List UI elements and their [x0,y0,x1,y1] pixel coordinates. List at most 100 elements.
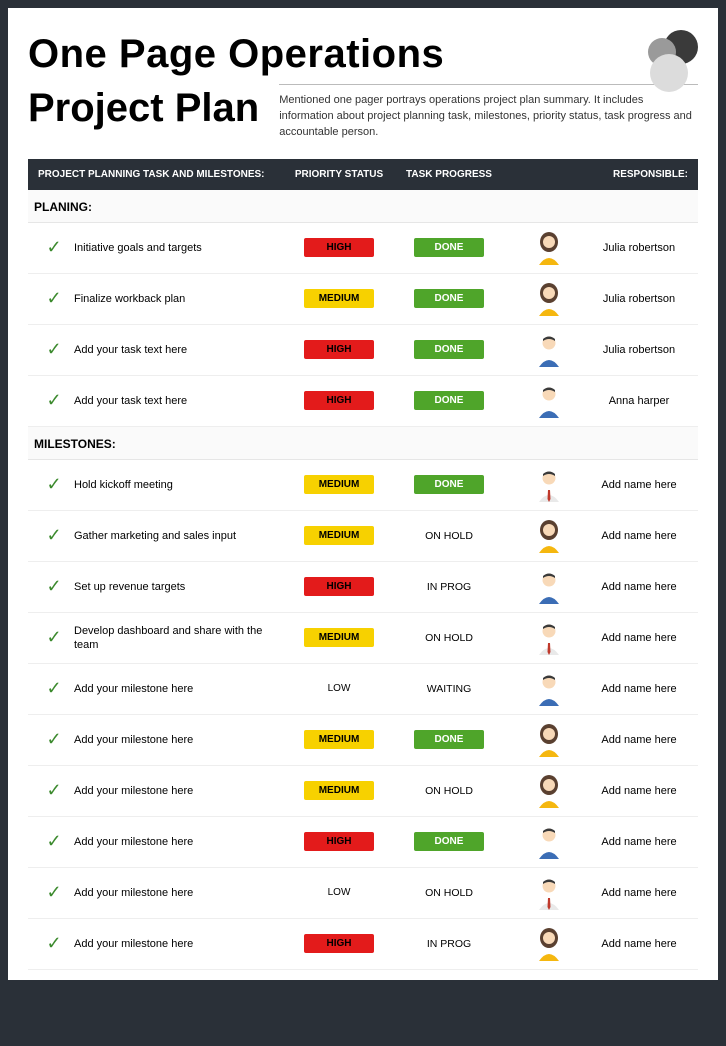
check-icon: ✓ [34,933,74,954]
progress-text: ON HOLD [425,632,473,644]
table-row: ✓Gather marketing and sales inputMEDIUMO… [28,511,698,562]
table-row: ✓Add your milestone hereMEDIUMON HOLDAdd… [28,766,698,817]
priority-badge: MEDIUM [304,781,374,800]
avatar-icon [514,333,584,367]
responsible-text: Add name here [584,785,694,797]
avatar-icon [514,774,584,808]
check-icon: ✓ [34,729,74,750]
task-text: Add your milestone here [74,937,294,951]
check-icon: ✓ [34,882,74,903]
priority-badge: MEDIUM [304,289,374,308]
task-text: Add your milestone here [74,886,294,900]
table-row: ✓Add your milestone hereMEDIUMDONEAdd na… [28,715,698,766]
task-text: Initiative goals and targets [74,241,294,255]
responsible-text: Add name here [584,479,694,491]
check-icon: ✓ [34,780,74,801]
title-row: Project Plan Mentioned one pager portray… [28,84,698,141]
avatar-icon [514,723,584,757]
avatar-icon [514,282,584,316]
progress-badge: DONE [414,730,484,749]
responsible-text: Add name here [584,887,694,899]
decorative-circles [618,30,698,90]
progress-text: IN PROG [427,581,471,593]
responsible-text: Julia robertson [584,293,694,305]
table-row: ✓Add your milestone here HIGH IN PROG Add n… [28,919,698,970]
progress-badge: DONE [414,475,484,494]
table-row: ✓Add your task text hereHIGHDONEAnna har… [28,376,698,427]
progress-text: ON HOLD [425,887,473,899]
priority-badge: HIGH [304,391,374,410]
responsible-text: Anna harper [584,395,694,407]
priority-badge: HIGH [304,832,374,851]
avatar-icon [514,825,584,859]
check-icon: ✓ [34,237,74,258]
avatar-icon [514,927,584,961]
check-icon: ✓ [34,576,74,597]
responsible-text: Add name here [584,632,694,644]
avatar-icon [514,570,584,604]
responsible-text: Julia robertson [584,344,694,356]
priority-badge: MEDIUM [304,475,374,494]
task-text: Finalize workback plan [74,292,294,306]
priority-badge: HIGH [304,934,374,953]
priority-badge: MEDIUM [304,730,374,749]
table-row: ✓Add your milestone here LOW ON HOLD Add na… [28,868,698,919]
table-row: ✓Finalize workback plan MEDIUM DONE Julia r… [28,274,698,325]
task-text: Add your task text here [74,343,294,357]
progress-badge: DONE [414,340,484,359]
responsible-text: Julia robertson [584,242,694,254]
table-header: PROJECT PLANNING TASK AND MILESTONES: PR… [28,159,698,190]
priority-badge: MEDIUM [304,628,374,647]
table-row: ✓Add your task text hereHIGHDONEJulia ro… [28,325,698,376]
progress-text: IN PROG [427,938,471,950]
responsible-text: Add name here [584,530,694,542]
table-row: ✓Develop dashboard and share with the te… [28,613,698,664]
col-progress: TASK PROGRESS [384,169,514,180]
check-icon: ✓ [34,525,74,546]
progress-badge: DONE [414,238,484,257]
priority-badge: HIGH [304,577,374,596]
table-row: ✓Add your milestone here LOW WAITING Add na… [28,664,698,715]
task-text: Hold kickoff meeting [74,478,294,492]
responsible-text: Add name here [584,938,694,950]
task-text: Develop dashboard and share with the tea… [74,624,294,653]
avatar-icon [514,231,584,265]
progress-text: WAITING [427,683,472,695]
table-row: ✓Set up revenue targetsHIGHIN PROGAdd na… [28,562,698,613]
task-text: Add your milestone here [74,682,294,696]
progress-badge: DONE [414,289,484,308]
page-title-line1: One Page Operations [28,30,698,78]
responsible-text: Add name here [584,683,694,695]
avatar-icon [514,876,584,910]
task-text: Add your milestone here [74,733,294,747]
check-icon: ✓ [34,678,74,699]
check-icon: ✓ [34,627,74,648]
responsible-text: Add name here [584,581,694,593]
col-task: PROJECT PLANNING TASK AND MILESTONES: [34,169,294,180]
check-icon: ✓ [34,288,74,309]
priority-badge: LOW [304,883,374,902]
task-text: Add your milestone here [74,835,294,849]
subtitle-wrap: Mentioned one pager portrays operations … [279,84,698,141]
section-header: PLANING: [28,190,698,223]
avatar-icon [514,621,584,655]
priority-badge: LOW [304,679,374,698]
task-text: Add your milestone here [74,784,294,798]
check-icon: ✓ [34,390,74,411]
responsible-text: Add name here [584,836,694,848]
priority-badge: HIGH [304,238,374,257]
task-text: Add your task text here [74,394,294,408]
priority-badge: MEDIUM [304,526,374,545]
progress-badge: DONE [414,832,484,851]
table-row: ✓Add your milestone here HIGH DONE Add name… [28,817,698,868]
check-icon: ✓ [34,474,74,495]
check-icon: ✓ [34,831,74,852]
page-title-line2: Project Plan [28,84,259,132]
section-header: MILESTONES: [28,427,698,460]
table-body: PLANING:✓Initiative goals and targetsHIG… [28,190,698,970]
avatar-icon [514,672,584,706]
task-text: Gather marketing and sales input [74,529,294,543]
check-icon: ✓ [34,339,74,360]
avatar-icon [514,468,584,502]
avatar-icon [514,519,584,553]
